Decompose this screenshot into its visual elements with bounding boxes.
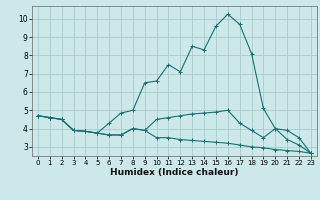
X-axis label: Humidex (Indice chaleur): Humidex (Indice chaleur) [110,168,239,177]
